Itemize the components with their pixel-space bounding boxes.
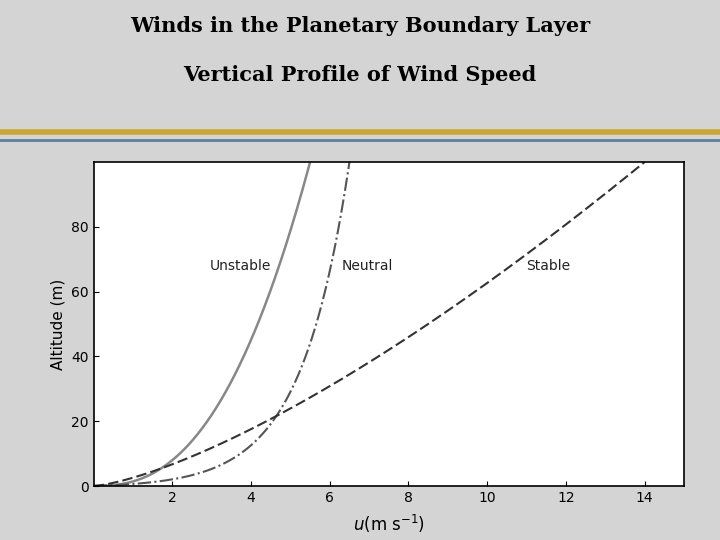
Text: Winds in the Planetary Boundary Layer: Winds in the Planetary Boundary Layer [130,16,590,36]
Text: Vertical Profile of Wind Speed: Vertical Profile of Wind Speed [184,65,536,85]
X-axis label: $u$(m s$^{-1}$): $u$(m s$^{-1}$) [353,513,425,535]
Y-axis label: Altitude (m): Altitude (m) [50,279,66,369]
Text: Unstable: Unstable [210,259,271,273]
Text: Neutral: Neutral [341,259,393,273]
Text: Stable: Stable [526,259,571,273]
